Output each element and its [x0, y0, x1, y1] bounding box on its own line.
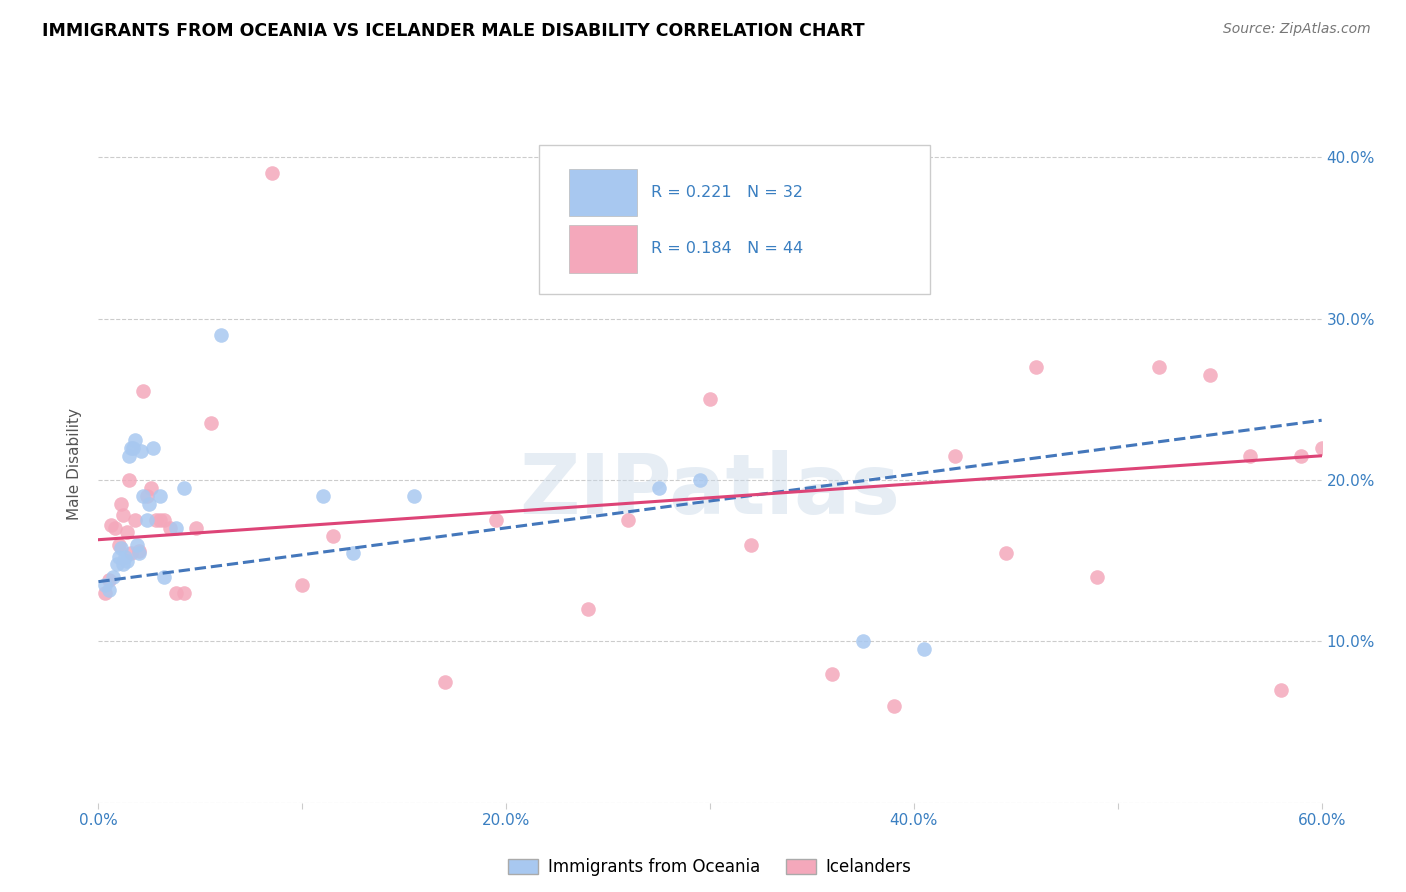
Point	[165, 586, 187, 600]
Point	[111, 557, 134, 571]
Text: IMMIGRANTS FROM OCEANIA VS ICELANDER MALE DISABILITY CORRELATION CHART: IMMIGRANTS FROM OCEANIA VS ICELANDER MAL…	[42, 22, 865, 40]
Point	[1085, 570, 1108, 584]
Point	[149, 489, 172, 503]
FancyBboxPatch shape	[569, 225, 637, 273]
Point	[200, 417, 222, 431]
Point	[129, 444, 152, 458]
Legend: Immigrants from Oceania, Icelanders: Immigrants from Oceania, Icelanders	[502, 851, 918, 882]
Point	[104, 521, 127, 535]
Point	[120, 441, 142, 455]
Point	[122, 441, 145, 455]
Text: R = 0.184   N = 44: R = 0.184 N = 44	[651, 241, 804, 256]
Point	[93, 586, 115, 600]
Point	[883, 698, 905, 713]
Point	[1270, 682, 1292, 697]
Point	[173, 586, 195, 600]
Point	[101, 570, 124, 584]
Point	[1239, 449, 1261, 463]
Point	[689, 473, 711, 487]
Point	[165, 521, 187, 535]
Point	[209, 327, 232, 342]
Point	[93, 578, 115, 592]
Point	[821, 666, 844, 681]
Point	[740, 537, 762, 551]
Point	[110, 497, 132, 511]
Text: Source: ZipAtlas.com: Source: ZipAtlas.com	[1223, 22, 1371, 37]
Point	[111, 508, 134, 523]
Point	[152, 513, 174, 527]
Point	[404, 489, 426, 503]
Point	[342, 546, 364, 560]
Point	[132, 384, 155, 399]
Point	[699, 392, 721, 407]
Point	[115, 554, 138, 568]
Point	[1025, 359, 1047, 374]
Point	[100, 518, 122, 533]
Point	[434, 674, 457, 689]
Point	[576, 602, 599, 616]
Text: R = 0.221   N = 32: R = 0.221 N = 32	[651, 186, 803, 200]
FancyBboxPatch shape	[538, 145, 931, 294]
Point	[118, 449, 141, 463]
Point	[108, 537, 131, 551]
Point	[149, 513, 172, 527]
Point	[110, 541, 132, 555]
Point	[128, 546, 150, 560]
Point	[97, 582, 120, 597]
Point	[852, 634, 875, 648]
Point	[127, 537, 149, 551]
Point	[912, 642, 935, 657]
Point	[1198, 368, 1220, 382]
Point	[617, 513, 640, 527]
Point	[114, 550, 136, 565]
Point	[943, 449, 966, 463]
Point	[142, 441, 165, 455]
Point	[186, 521, 208, 535]
Point	[648, 481, 671, 495]
Point	[312, 489, 335, 503]
Text: ZIPatlas: ZIPatlas	[520, 450, 900, 532]
Point	[120, 546, 142, 560]
Point	[485, 513, 508, 527]
Point	[118, 473, 141, 487]
Point	[291, 578, 314, 592]
Point	[136, 513, 159, 527]
Point	[1310, 441, 1333, 455]
Point	[159, 521, 181, 535]
Point	[97, 573, 120, 587]
Point	[136, 489, 159, 503]
Point	[132, 489, 155, 503]
Y-axis label: Male Disability: Male Disability	[67, 408, 83, 520]
Point	[141, 481, 163, 495]
Point	[115, 524, 138, 539]
Point	[1147, 359, 1170, 374]
Point	[128, 544, 150, 558]
Point	[105, 557, 128, 571]
Point	[108, 550, 131, 565]
Point	[138, 497, 160, 511]
Point	[322, 529, 344, 543]
Point	[173, 481, 195, 495]
Point	[994, 546, 1017, 560]
Point	[145, 513, 167, 527]
Point	[124, 433, 146, 447]
Point	[152, 570, 174, 584]
Point	[1291, 449, 1313, 463]
Point	[124, 513, 146, 527]
Point	[260, 166, 283, 180]
FancyBboxPatch shape	[569, 169, 637, 217]
